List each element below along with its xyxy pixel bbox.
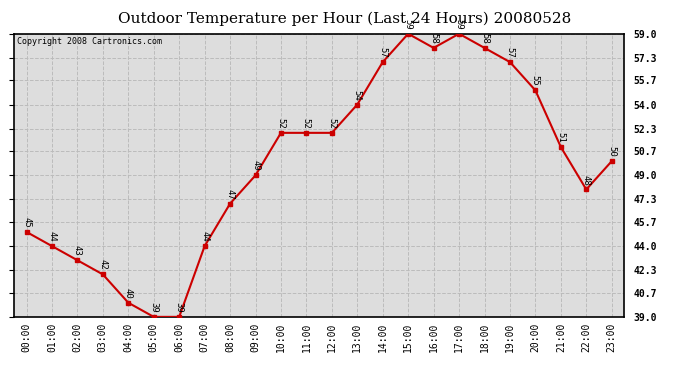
Text: 57: 57 xyxy=(378,47,387,58)
Text: 51: 51 xyxy=(556,132,565,143)
Text: 39: 39 xyxy=(149,302,158,313)
Text: 59: 59 xyxy=(404,19,413,30)
Text: 52: 52 xyxy=(327,118,336,129)
Text: 42: 42 xyxy=(99,260,108,270)
Text: Copyright 2008 Cartronics.com: Copyright 2008 Cartronics.com xyxy=(17,37,162,46)
Text: 54: 54 xyxy=(353,90,362,101)
Text: 45: 45 xyxy=(22,217,31,228)
Text: 40: 40 xyxy=(124,288,132,298)
Text: 44: 44 xyxy=(48,231,57,242)
Text: 59: 59 xyxy=(455,19,464,30)
Text: 58: 58 xyxy=(480,33,489,44)
Text: 44: 44 xyxy=(200,231,209,242)
Text: 52: 52 xyxy=(302,118,311,129)
Text: Outdoor Temperature per Hour (Last 24 Hours) 20080528: Outdoor Temperature per Hour (Last 24 Ho… xyxy=(119,11,571,26)
Text: 48: 48 xyxy=(582,174,591,185)
Text: 55: 55 xyxy=(531,75,540,86)
Text: 57: 57 xyxy=(506,47,515,58)
Text: 47: 47 xyxy=(226,189,235,200)
Text: 49: 49 xyxy=(251,160,260,171)
Text: 39: 39 xyxy=(175,302,184,313)
Text: 50: 50 xyxy=(607,146,616,157)
Text: 52: 52 xyxy=(277,118,286,129)
Text: 43: 43 xyxy=(73,245,82,256)
Text: 58: 58 xyxy=(429,33,438,44)
